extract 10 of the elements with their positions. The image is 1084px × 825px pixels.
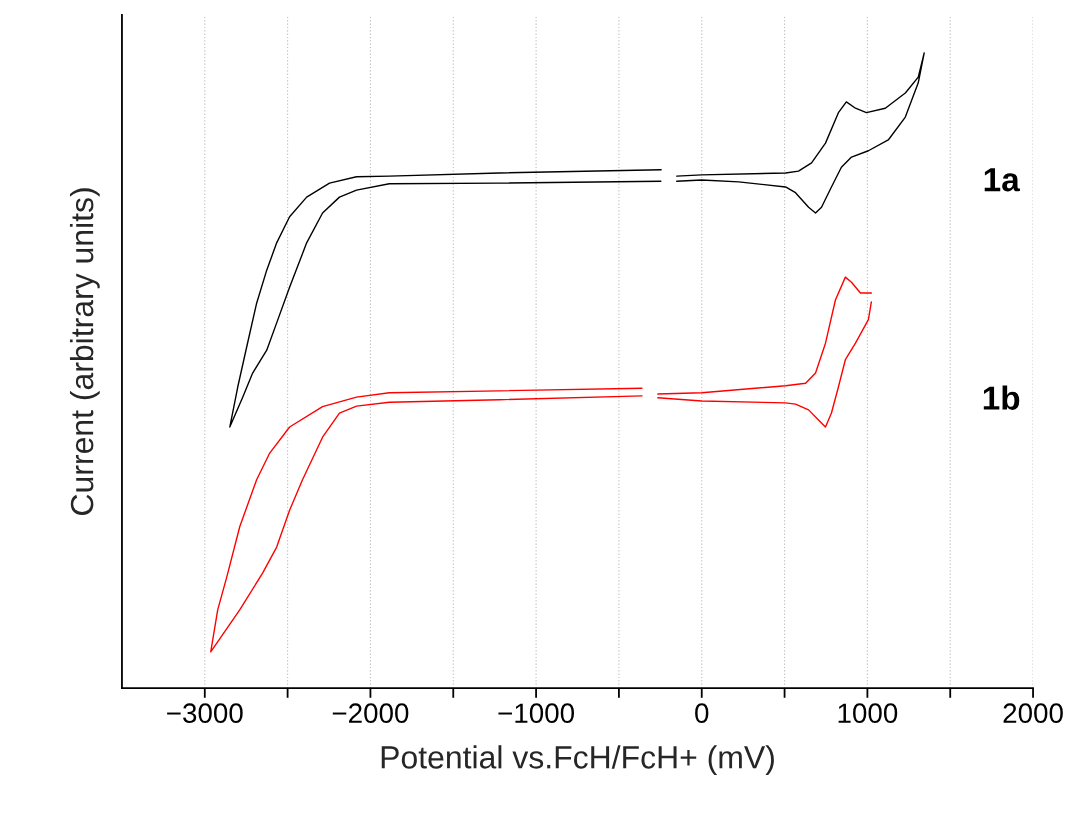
x-tick-label: −1000	[498, 703, 575, 724]
x-tick-label: 2000	[1003, 703, 1063, 724]
x-tick-label: −2000	[332, 703, 409, 724]
y-axis-title: Current (arbitrary units)	[69, 188, 100, 515]
x-tick-label: 0	[695, 703, 709, 724]
x-tick-label: 1000	[838, 703, 898, 724]
text: 1a	[984, 168, 1020, 192]
x-axis-title: Potential vs.FcH/FcH+ (mV)	[381, 745, 774, 775]
x-tick-label: −3000	[167, 703, 243, 724]
text: 1b	[983, 385, 1020, 410]
